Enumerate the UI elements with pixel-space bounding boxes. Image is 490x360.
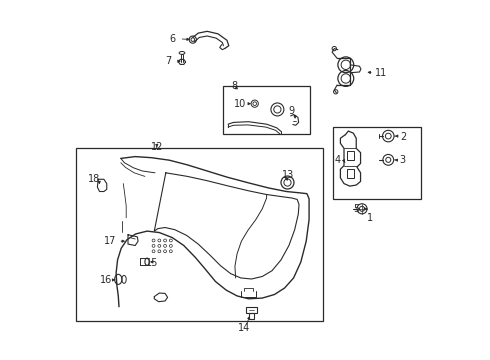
Bar bbox=[76, 148, 323, 321]
Bar bbox=[333, 127, 421, 199]
Text: 9: 9 bbox=[288, 105, 294, 116]
Text: 2: 2 bbox=[400, 132, 406, 142]
Text: 6: 6 bbox=[170, 34, 175, 44]
Text: 13: 13 bbox=[282, 170, 294, 180]
Text: 17: 17 bbox=[104, 236, 116, 246]
Text: 4: 4 bbox=[335, 155, 341, 165]
Text: 8: 8 bbox=[231, 81, 238, 91]
Bar bbox=[347, 151, 354, 160]
Text: 3: 3 bbox=[400, 155, 406, 165]
Bar bbox=[347, 169, 354, 178]
Text: 15: 15 bbox=[147, 258, 159, 268]
Text: 7: 7 bbox=[165, 56, 172, 66]
Text: 10: 10 bbox=[233, 99, 245, 109]
Text: 5: 5 bbox=[353, 204, 359, 214]
Text: 18: 18 bbox=[88, 174, 100, 184]
Bar bbox=[249, 313, 254, 319]
Text: 12: 12 bbox=[151, 142, 163, 152]
Bar bbox=[246, 307, 257, 313]
Text: 16: 16 bbox=[100, 275, 113, 285]
Text: 14: 14 bbox=[238, 323, 250, 333]
Text: 11: 11 bbox=[375, 68, 388, 78]
Bar bbox=[223, 86, 310, 134]
Text: 1: 1 bbox=[368, 213, 373, 223]
